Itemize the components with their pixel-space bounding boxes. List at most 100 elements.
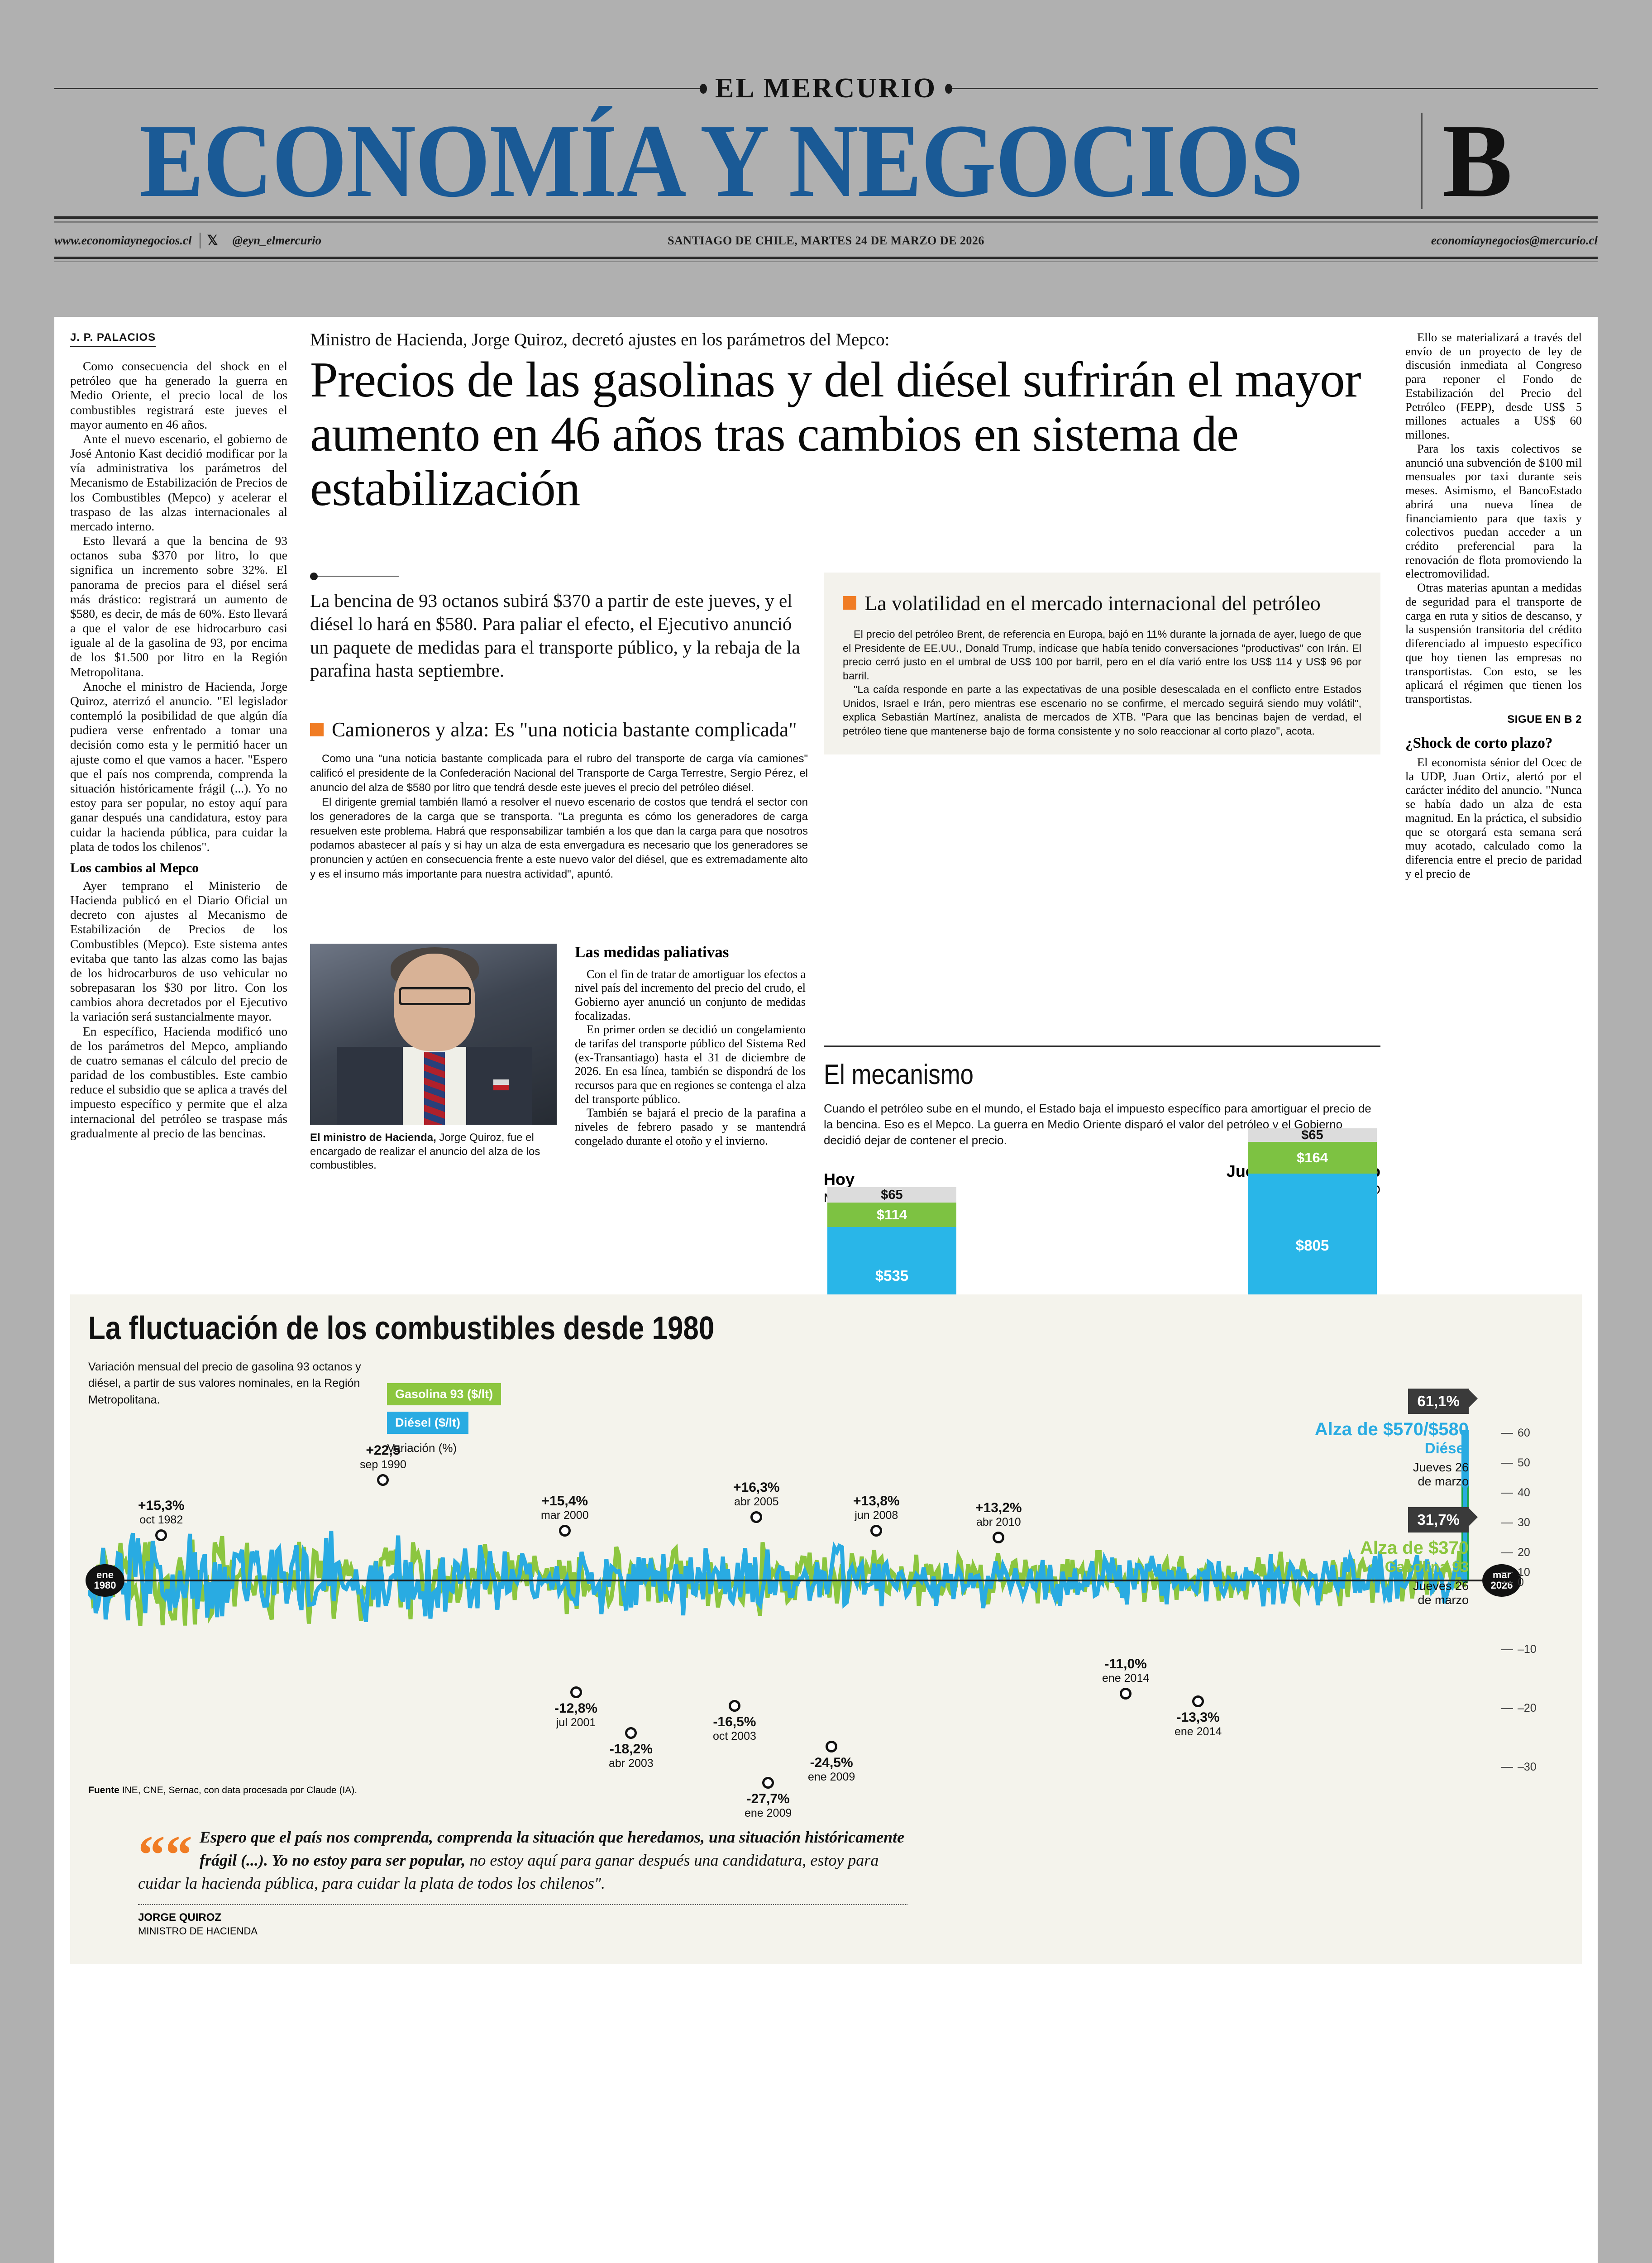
legend-axis-label: Variación (%) xyxy=(387,1441,457,1455)
flag-diesel-badge: 61,1% xyxy=(1408,1389,1478,1414)
volatilidad-heading: La volatilidad en el mercado internacion… xyxy=(843,591,1361,616)
annotation: -12,8% jul 2001 xyxy=(554,1684,597,1729)
paragraph: Con el fin de tratar de amortiguar los e… xyxy=(575,967,806,1022)
bar-segment-iva: $114 xyxy=(827,1203,956,1227)
annotation: -16,5% oct 2003 xyxy=(713,1697,756,1743)
medidas-section: Las medidas paliativas Con el fin de tra… xyxy=(575,943,806,1148)
annotation: +15,3% oct 1982 xyxy=(138,1498,185,1544)
volatilidad-panel: La volatilidad en el mercado internacion… xyxy=(824,573,1380,754)
byline: J. P. PALACIOS xyxy=(70,331,156,347)
paragraph: Otras materias apuntan a medidas de segu… xyxy=(1405,581,1582,706)
linechart-source: Fuente INE, CNE, Sernac, con data proces… xyxy=(88,1785,358,1795)
linechart-legend: Gasolina 93 ($/lt) Diésel ($/lt) Variaci… xyxy=(387,1383,501,1455)
bar-segment-margen: $65 xyxy=(827,1187,956,1203)
standfirst: La bencina de 93 octanos subirá $370 a p… xyxy=(310,573,803,682)
masthead-top-row: EL MERCURIO xyxy=(0,72,1652,105)
fluctuacion-chart-panel: La fluctuación de los combustibles desde… xyxy=(70,1294,1582,1964)
top-article-column-right: Ello se materializará a través del envío… xyxy=(1405,330,1582,880)
masthead-rule-right xyxy=(945,84,1598,94)
zero-axis-line xyxy=(88,1580,1518,1581)
annotation: +13,8% jun 2008 xyxy=(853,1494,900,1539)
paragraph: Para los taxis colectivos se anunció una… xyxy=(1405,441,1582,581)
masthead-rules xyxy=(54,216,1598,223)
annotation: -27,7% ene 2009 xyxy=(745,1774,792,1820)
flag-gasolina-badge: 31,7% xyxy=(1408,1507,1478,1533)
paragraph: Anoche el ministro de Hacienda, Jorge Qu… xyxy=(70,679,287,854)
quote-text: Espero que el país nos comprenda, compre… xyxy=(138,1828,905,1892)
annotation: +13,2% abr 2010 xyxy=(975,1500,1022,1546)
pullquote: ““ Espero que el país nos comprenda, com… xyxy=(138,1826,907,1937)
medidas-heading: Las medidas paliativas xyxy=(575,943,729,961)
volatilidad-body: El precio del petróleo Brent, de referen… xyxy=(843,627,1361,738)
bullet-rule xyxy=(310,573,803,580)
orange-square-icon xyxy=(310,723,324,736)
masthead-rule-left xyxy=(54,84,707,94)
quote-author: JORGE QUIROZ xyxy=(138,1911,222,1924)
page-title: ECONOMÍA Y NEGOCIOS xyxy=(139,103,1303,219)
flag-gasolina: 31,7% Alza de $370 Gasolina 93 Jueves 26… xyxy=(1360,1507,1478,1607)
masthead-twitter-handle[interactable]: @eyn_elmercurio xyxy=(232,234,322,248)
paragraph: Esto llevará a que la bencina de 93 octa… xyxy=(70,534,287,679)
annotation: -24,5% ene 2009 xyxy=(808,1738,855,1784)
masthead-title-wrap: ECONOMÍA Y NEGOCIOS B xyxy=(0,103,1652,219)
masthead-dateline: SANTIAGO DE CHILE, MARTES 24 DE MARZO DE… xyxy=(668,234,984,247)
paragraph: "La caída responde en parte a las expect… xyxy=(843,683,1361,737)
annotation: -13,3% ene 2014 xyxy=(1175,1693,1222,1738)
camioneros-section: Camioneros y alza: Es "una noticia basta… xyxy=(310,717,808,882)
masthead-info-bar: www.economiaynegocios.cl 𝕏 @eyn_elmercur… xyxy=(0,233,1652,249)
paragraph: El dirigente gremial también llamó a res… xyxy=(310,796,808,881)
masthead-email[interactable]: economiaynegocios@mercurio.cl xyxy=(1431,234,1598,248)
camioneros-heading: Camioneros y alza: Es "una noticia basta… xyxy=(310,717,808,742)
annotation: -11,0% ene 2014 xyxy=(1102,1657,1149,1702)
paragraph: Ayer temprano el Ministerio de Hacienda … xyxy=(70,878,287,1024)
linechart-plot: ene 1980 mar 2026 60 50 40 30 20 10 0 –10 … xyxy=(86,1389,1537,1829)
linechart-title: La fluctuación de los combustibles desde… xyxy=(88,1310,715,1346)
subheading: ¿Shock de corto plazo? xyxy=(1405,735,1553,751)
linechart-svg xyxy=(86,1393,1469,1626)
article-sheet-top: J. P. PALACIOS Como consecuencia del sho… xyxy=(54,317,1598,2263)
masthead-website[interactable]: www.economiaynegocios.cl xyxy=(54,234,192,248)
bar-segment-margen: $65 xyxy=(1248,1128,1377,1142)
annotation: -18,2% abr 2003 xyxy=(609,1724,654,1770)
annotation: +16,3% abr 2005 xyxy=(733,1480,780,1526)
axis-start-badge: ene 1980 xyxy=(86,1564,124,1597)
annotation: +22,5 sep 1990 xyxy=(360,1443,406,1489)
minister-photo xyxy=(310,944,557,1125)
paragraph: Ante el nuevo escenario, el gobierno de … xyxy=(70,431,287,533)
bar-segment-iva: $164 xyxy=(1248,1142,1377,1174)
annotation: +15,4% mar 2000 xyxy=(541,1494,589,1539)
photo-caption: El ministro de Hacienda, Jorge Quiroz, f… xyxy=(310,1132,540,1172)
paragraph: El economista sénior del Ocec de la UDP,… xyxy=(1405,755,1582,880)
quote-role: MINISTRO DE HACIENDA xyxy=(138,1925,258,1937)
x-logo-icon[interactable]: 𝕏 xyxy=(200,233,224,249)
y-axis-ticks: 60 50 40 30 20 10 0 –10 –20 –30 xyxy=(1501,1427,1556,1829)
legend-gasolina: Gasolina 93 ($/lt) xyxy=(387,1383,501,1405)
top-article-column-1: J. P. PALACIOS Como consecuencia del sho… xyxy=(70,331,287,1141)
masthead: EL MERCURIO ECONOMÍA Y NEGOCIOS B www.ec… xyxy=(0,72,1652,263)
orange-square-icon xyxy=(843,596,856,610)
kicker: Ministro de Hacienda, Jorge Quiroz, decr… xyxy=(310,330,890,349)
masthead-brand: EL MERCURIO xyxy=(715,73,937,104)
bar-segment-refineria: $805 xyxy=(1248,1174,1377,1318)
standfirst-text: La bencina de 93 octanos subirá $370 a p… xyxy=(310,590,800,681)
axis-end-badge: mar 2026 xyxy=(1482,1564,1521,1597)
paragraph: Como una "una noticia bastante complicad… xyxy=(310,753,808,794)
continuation-note: SIGUE EN B 2 xyxy=(1507,713,1582,726)
paragraph: El precio del petróleo Brent, de referen… xyxy=(843,628,1361,682)
paragraph: También se bajará el precio de la parafi… xyxy=(575,1106,806,1147)
quote-mark-icon: ““ xyxy=(138,1824,192,1885)
headline: Precios de las gasolinas y del diésel su… xyxy=(310,352,1361,516)
camioneros-body: Como una "una noticia bastante complicad… xyxy=(310,752,808,882)
paragraph: Ello se materializará a través del envío… xyxy=(1405,330,1582,442)
subheading: Los cambios al Mepco xyxy=(70,860,199,875)
linechart-subtitle: Variación mensual del precio de gasolina… xyxy=(88,1361,361,1406)
paragraph: En primer orden se decidió un congelamie… xyxy=(575,1023,806,1106)
paragraph: En específico, Hacienda modificó uno de … xyxy=(70,1024,287,1140)
legend-diesel: Diésel ($/lt) xyxy=(387,1412,469,1434)
paragraph: Como consecuencia del shock en el petról… xyxy=(70,359,287,431)
mecanismo-title: El mecanismo xyxy=(824,1059,974,1090)
flag-diesel: 61,1% Alza de $570/$580 Diésel Jueves 26… xyxy=(1315,1389,1478,1489)
section-letter: B xyxy=(1421,108,1513,214)
photo-block: El ministro de Hacienda, Jorge Quiroz, f… xyxy=(310,944,557,1173)
